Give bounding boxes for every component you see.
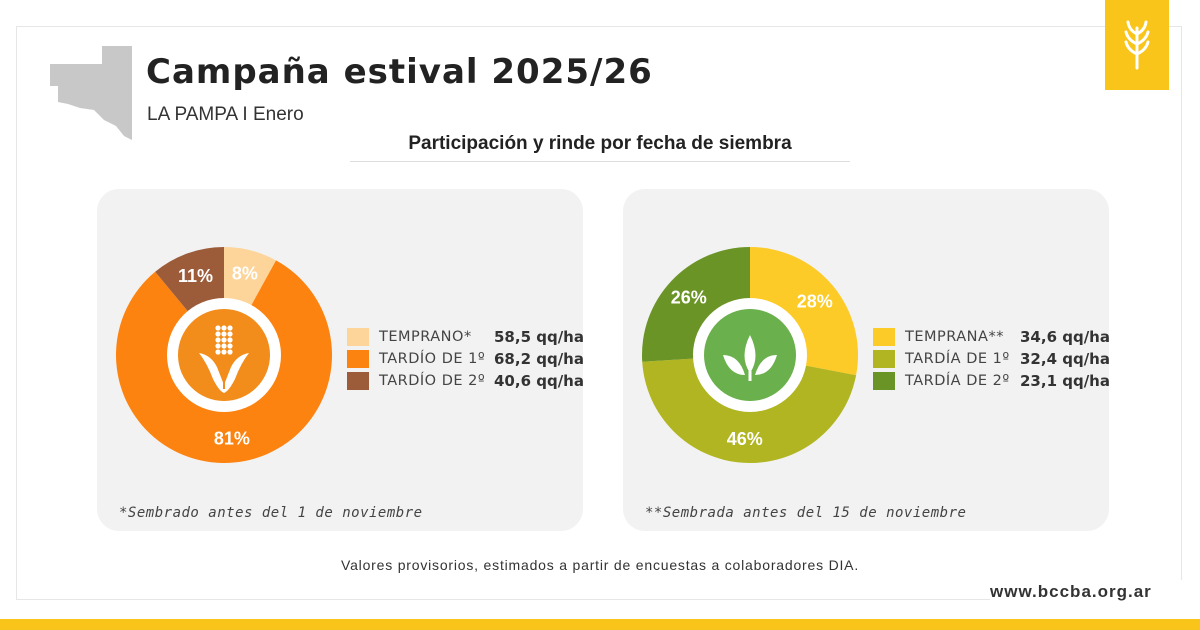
legend-item: TEMPRANO* 58,5 qq/ha [347, 326, 584, 348]
footnote-corn: *Sembrado antes del 1 de noviembre [119, 505, 423, 521]
wheat-icon [1124, 20, 1150, 70]
legend-item: TARDÍA DE 2º 23,1 qq/ha [873, 370, 1110, 392]
legend-label: TARDÍA DE 2º [905, 373, 1010, 389]
soybean-sprout-icon [723, 335, 777, 381]
legend-yield: 68,2 qq/ha [494, 350, 584, 368]
legend-yield: 34,6 qq/ha [1020, 328, 1110, 346]
chart-panel-soybean: 28% 46% 26% TEMPRANA** 34,6 qq/ha TARDÍA D… [623, 189, 1110, 531]
legend-label: TARDÍO DE 1º [379, 351, 486, 367]
legend-swatch [873, 372, 895, 390]
footnote-soybean: **Sembrada antes del 15 de noviembre [645, 505, 967, 521]
pie-slice-label-tardia-1: 46% [727, 429, 763, 449]
pie-slice-label-temprana: 28% [797, 291, 833, 311]
legend-item: TEMPRANA** 34,6 qq/ha [873, 326, 1110, 348]
page-subtitle: LA PAMPA I Enero [147, 104, 304, 125]
pie-slice-label-tardio-2: 11% [178, 266, 213, 286]
legend-label: TEMPRANO* [379, 329, 472, 345]
corn-icon [199, 325, 249, 393]
website-link[interactable]: www.bccba.org.ar [990, 580, 1190, 604]
legend-item: TARDÍO DE 1º 68,2 qq/ha [347, 348, 584, 370]
footer-note: Valores provisorios, estimados a partir … [340, 557, 860, 573]
pie-slice-label-temprano: 8% [232, 264, 258, 284]
legend-soybean: TEMPRANA** 34,6 qq/ha TARDÍA DE 1º 32,4 … [873, 326, 1110, 392]
legend-corn: TEMPRANO* 58,5 qq/ha TARDÍO DE 1º 68,2 q… [347, 326, 584, 392]
chart-panel-corn: 8% 81% 11% TEMPRANO* 58,5 qq/ha TARDÍO DE … [97, 189, 584, 531]
pie-chart-soybean: 28% 46% 26% [642, 247, 858, 463]
section-title: Participación y rinde por fecha de siemb… [350, 133, 850, 162]
legend-swatch [873, 350, 895, 368]
pie-slice-label-tardio-1: 81% [214, 429, 250, 449]
legend-yield: 23,1 qq/ha [1020, 372, 1110, 390]
pie-center-disc [178, 309, 270, 401]
legend-swatch [347, 350, 369, 368]
legend-swatch [347, 328, 369, 346]
legend-yield: 40,6 qq/ha [494, 372, 584, 390]
legend-label: TARDÍO DE 2º [379, 373, 486, 389]
pie-slice-label-tardia-2: 26% [671, 287, 707, 307]
legend-swatch [347, 372, 369, 390]
pie-chart-corn: 8% 81% 11% [116, 247, 333, 463]
page-title: Campaña estival 2025/26 [146, 52, 653, 92]
legend-item: TARDÍA DE 1º 32,4 qq/ha [873, 348, 1110, 370]
legend-item: TARDÍO DE 2º 40,6 qq/ha [347, 370, 584, 392]
legend-yield: 32,4 qq/ha [1020, 350, 1110, 368]
brand-logo-badge [1105, 0, 1169, 90]
legend-yield: 58,5 qq/ha [494, 328, 584, 346]
legend-swatch [873, 328, 895, 346]
legend-label: TEMPRANA** [905, 329, 1004, 345]
bottom-brand-bar [0, 619, 1200, 630]
legend-label: TARDÍA DE 1º [905, 351, 1010, 367]
la-pampa-map-icon [50, 46, 132, 140]
